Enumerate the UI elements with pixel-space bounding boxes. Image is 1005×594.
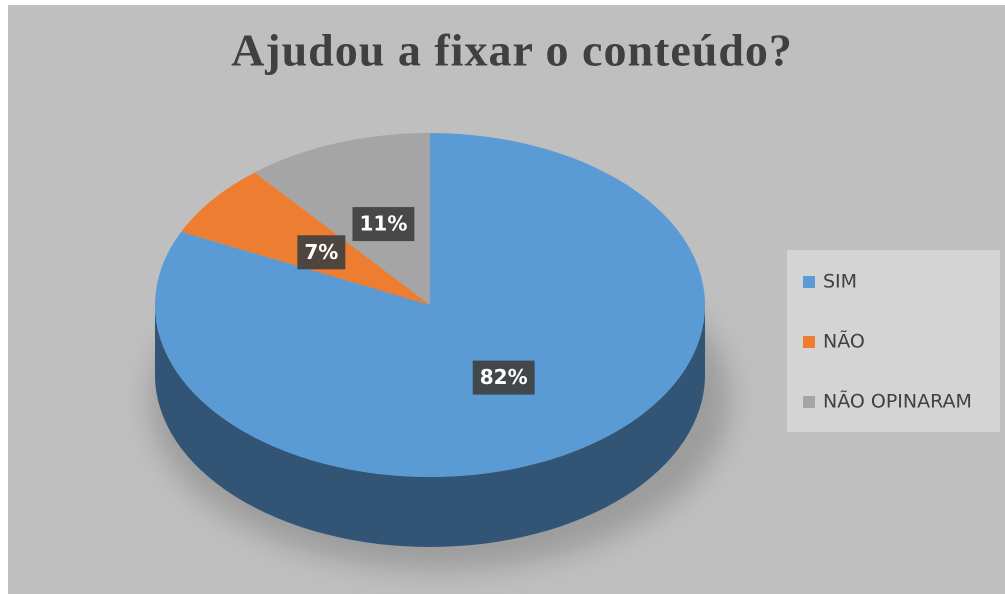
legend-swatch — [803, 276, 815, 288]
slice — [155, 133, 705, 477]
legend-label: NÃO — [823, 330, 865, 353]
legend-box — [787, 250, 1000, 432]
chart-title: Ajudou a fixar o conteúdo? — [231, 25, 793, 76]
legend-swatch — [803, 396, 815, 408]
slice-side — [155, 305, 705, 547]
data-label-text: 7% — [304, 240, 338, 264]
data-label: 7% — [297, 235, 346, 270]
legend-swatch — [803, 336, 815, 348]
legend-label: SIM — [823, 271, 857, 293]
data-label-text: 11% — [359, 212, 407, 236]
data-label: 82% — [472, 360, 535, 395]
data-label: 11% — [352, 207, 415, 242]
legend-label: NÃO OPINARAM — [823, 390, 972, 413]
data-label-text: 82% — [480, 365, 528, 389]
data-label-box — [352, 207, 415, 242]
data-label-box — [297, 235, 346, 270]
slice — [254, 133, 430, 305]
data-label-box — [472, 360, 535, 395]
